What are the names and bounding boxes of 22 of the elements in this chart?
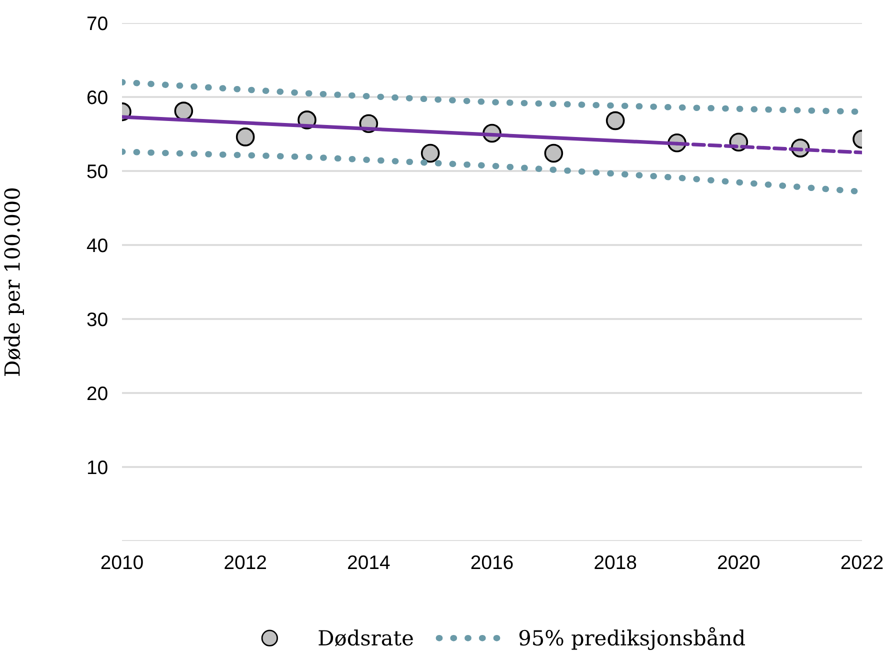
y-tick-label: 50 — [87, 164, 108, 178]
y-tick-label: 30 — [87, 312, 108, 326]
x-tick-label: 2010 — [101, 555, 143, 570]
y-tick-label: 40 — [86, 238, 108, 252]
y-tick-label: 20 — [87, 386, 108, 400]
y-tick-label: 60 — [87, 90, 108, 104]
y-tick-label: 10 — [88, 460, 108, 474]
point — [236, 128, 255, 146]
point — [606, 111, 625, 130]
x-tick-label: 2022 — [841, 555, 883, 570]
point — [174, 102, 194, 120]
x-tick-label: 2012 — [224, 555, 266, 570]
x-tick-label: 2018 — [594, 555, 636, 570]
legend-label: Dødsrate — [318, 630, 413, 646]
y-axis-title: Døde per 100.000 — [4, 188, 24, 376]
y-tick-label: 70 — [87, 16, 108, 30]
x-tick-label: 2014 — [348, 555, 390, 570]
x-tick-label: 2016 — [471, 555, 513, 570]
point — [420, 144, 440, 163]
point — [544, 144, 564, 163]
x-tick-label: 2020 — [718, 555, 760, 570]
legend-label: 95% prediksjonsbånd — [519, 627, 745, 650]
